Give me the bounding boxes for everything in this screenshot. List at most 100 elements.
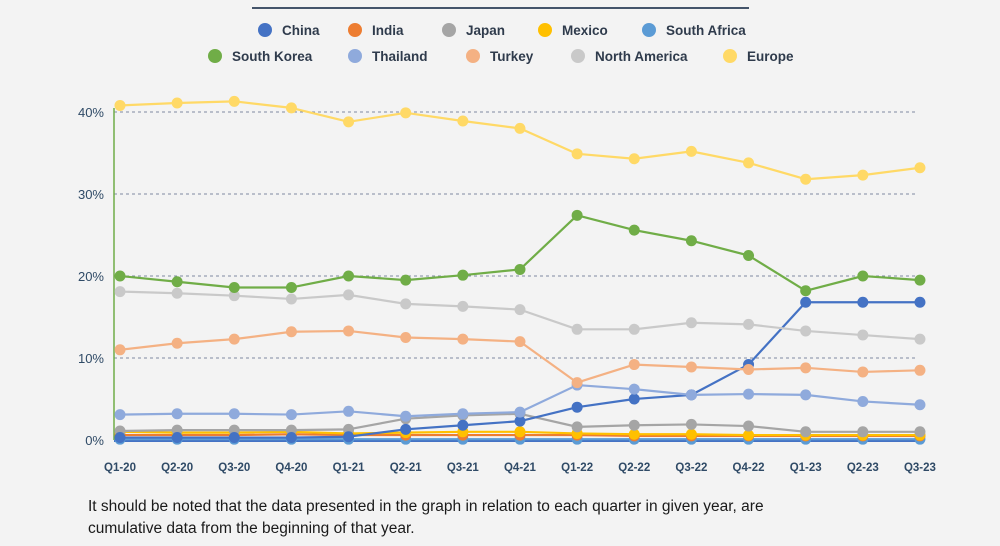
legend-swatch — [258, 23, 272, 37]
data-point — [914, 274, 926, 286]
data-point — [343, 270, 355, 282]
data-point — [343, 289, 355, 301]
x-tick-label: Q4-20 — [275, 462, 307, 474]
data-point — [285, 281, 297, 293]
data-point — [571, 148, 583, 160]
data-point — [343, 116, 355, 128]
x-tick-label: Q4-22 — [733, 462, 765, 474]
legend-item: Turkey — [466, 49, 534, 64]
data-point — [228, 281, 240, 293]
x-tick-label: Q3-21 — [447, 462, 480, 474]
data-point — [800, 426, 812, 438]
x-tick-label: Q1-20 — [104, 462, 136, 474]
data-point — [571, 421, 583, 433]
data-point — [685, 418, 697, 430]
data-point — [743, 420, 755, 432]
data-point — [571, 377, 583, 389]
data-point — [514, 263, 526, 275]
data-point — [171, 337, 183, 349]
data-point — [457, 269, 469, 281]
data-point — [514, 122, 526, 134]
data-point — [800, 362, 812, 374]
data-point — [285, 102, 297, 114]
x-tick-labels: Q1-20 Q2-20 Q3-20 Q4-20 Q1-21 Q2-21 Q3-21 Q4-21… — [104, 462, 936, 474]
legend-label: Japan — [466, 23, 505, 38]
data-point — [857, 169, 869, 181]
series-china — [114, 296, 926, 444]
legend-swatch — [571, 49, 585, 63]
data-point — [857, 366, 869, 378]
data-point — [114, 432, 126, 444]
x-tick-label: Q1-23 — [790, 462, 822, 474]
data-point — [343, 405, 355, 417]
data-point — [628, 359, 640, 371]
legend-item: Japan — [442, 23, 505, 38]
series-line — [119, 290, 921, 341]
data-point — [743, 429, 755, 441]
data-point — [743, 363, 755, 375]
line-chart: 0%10%20%30%40%Q1-20 Q2-20 Q3-20 Q4-20 Q1-21 Q… — [78, 23, 936, 474]
data-point — [400, 107, 412, 119]
series-europe — [114, 95, 926, 185]
legend-swatch — [466, 49, 480, 63]
data-point — [171, 432, 183, 444]
x-tick-label: Q2-20 — [161, 462, 193, 474]
data-point — [457, 115, 469, 127]
x-tick-label: Q2-21 — [390, 462, 423, 474]
legend-label: China — [282, 23, 320, 38]
footnote-line-1: It should be noted that the data present… — [88, 498, 764, 515]
data-point — [685, 389, 697, 401]
chart-footnote: It should be noted that the data present… — [88, 496, 968, 540]
y-tick-label: 30% — [78, 187, 104, 202]
data-point — [400, 423, 412, 435]
x-tick-label: Q2-22 — [618, 462, 650, 474]
data-point — [628, 393, 640, 405]
data-point — [400, 274, 412, 286]
data-point — [285, 293, 297, 305]
data-point — [114, 286, 126, 298]
legend-label: South Korea — [232, 49, 313, 64]
data-point — [800, 389, 812, 401]
legend-top-rule — [252, 7, 749, 9]
legend-item: South Africa — [642, 23, 746, 38]
legend-swatch — [348, 23, 362, 37]
data-point — [628, 419, 640, 431]
data-point — [285, 432, 297, 444]
x-tick-label: Q1-21 — [333, 462, 366, 474]
data-point — [228, 95, 240, 107]
legend-swatch — [348, 49, 362, 63]
legend-label: South Africa — [666, 23, 746, 38]
legend-item: Europe — [723, 49, 794, 64]
data-point — [628, 224, 640, 236]
data-point — [228, 290, 240, 302]
data-point — [171, 97, 183, 109]
legend-swatch — [642, 23, 656, 37]
data-point — [743, 157, 755, 169]
data-point — [800, 285, 812, 297]
data-point — [685, 317, 697, 329]
series-south-korea — [114, 209, 926, 297]
data-point — [400, 298, 412, 310]
data-point — [743, 388, 755, 400]
data-point — [285, 326, 297, 338]
data-point — [914, 333, 926, 345]
data-point — [685, 145, 697, 157]
legend-label: Europe — [747, 49, 794, 64]
data-point — [571, 323, 583, 335]
data-point — [457, 333, 469, 345]
y-tick-label: 40% — [78, 105, 104, 120]
series-thailand — [114, 379, 926, 422]
data-point — [171, 276, 183, 288]
x-tick-label: Q3-23 — [904, 462, 936, 474]
data-point — [514, 336, 526, 348]
legend-label: North America — [595, 49, 688, 64]
x-tick-label: Q1-22 — [561, 462, 593, 474]
data-point — [114, 409, 126, 421]
data-point — [914, 296, 926, 308]
data-point — [800, 296, 812, 308]
data-point — [228, 333, 240, 345]
legend-label: Turkey — [490, 49, 534, 64]
data-point — [171, 408, 183, 420]
data-point — [457, 419, 469, 431]
legend-label: Mexico — [562, 23, 608, 38]
